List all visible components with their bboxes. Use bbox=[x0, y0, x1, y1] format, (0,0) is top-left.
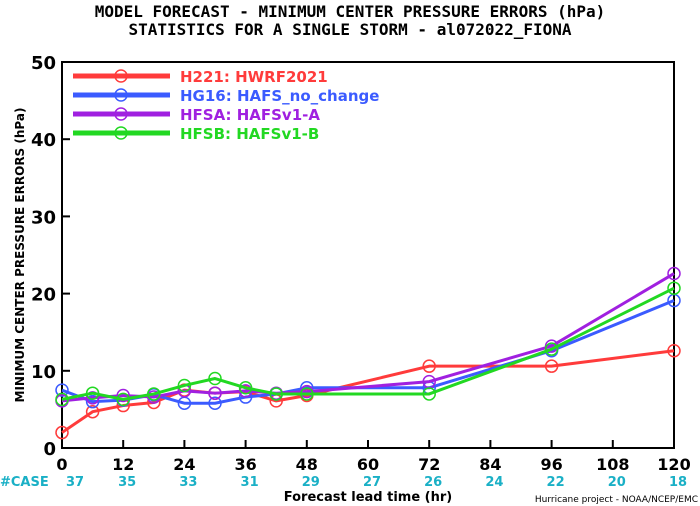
legend-label: HG16: HAFS_no_change bbox=[180, 87, 379, 105]
data-point bbox=[85, 394, 100, 409]
case-count: 31 bbox=[241, 475, 259, 490]
legend-marker bbox=[114, 69, 128, 83]
data-point bbox=[55, 425, 69, 440]
data-point bbox=[300, 387, 314, 401]
legend-marker bbox=[114, 126, 128, 140]
x-tick-label: 24 bbox=[173, 455, 195, 474]
legend-label: HFSA: HAFSv1-A bbox=[180, 106, 320, 124]
data-point bbox=[177, 378, 192, 393]
y-tick-label: 0 bbox=[43, 439, 56, 460]
case-count: 29 bbox=[302, 475, 320, 490]
case-count: 33 bbox=[179, 475, 197, 490]
data-point bbox=[422, 387, 436, 401]
y-tick-label: 30 bbox=[31, 207, 56, 228]
data-point bbox=[667, 266, 681, 281]
data-point bbox=[55, 392, 69, 407]
case-counts: 37 35 33 31 29 27 26 24 22 20 18 bbox=[66, 475, 687, 490]
series-line bbox=[61, 286, 675, 401]
case-count: 20 bbox=[608, 475, 626, 490]
plot-series bbox=[55, 266, 681, 440]
case-count: 24 bbox=[485, 475, 503, 490]
y-tick-label: 50 bbox=[31, 53, 56, 74]
case-count: 18 bbox=[669, 475, 687, 490]
data-point bbox=[208, 386, 222, 400]
legend-label: H221: HWRF2021 bbox=[180, 68, 328, 86]
data-point bbox=[544, 342, 559, 356]
y-axis: 0 10 20 30 40 50 bbox=[31, 53, 70, 460]
data-point bbox=[667, 343, 681, 358]
x-axis-label: Forecast lead time (hr) bbox=[284, 490, 452, 505]
data-point bbox=[116, 388, 130, 403]
x-tick-label: 60 bbox=[357, 455, 379, 474]
data-point bbox=[544, 359, 559, 373]
x-tick-label: 48 bbox=[296, 455, 318, 474]
case-count: 22 bbox=[547, 475, 565, 490]
case-count: 35 bbox=[118, 475, 136, 490]
data-point bbox=[667, 281, 681, 295]
case-count: 37 bbox=[66, 475, 84, 490]
legend-marker bbox=[114, 88, 128, 102]
x-tick-label: 96 bbox=[540, 455, 562, 474]
y-tick-label: 20 bbox=[31, 285, 56, 306]
y-tick-label: 40 bbox=[31, 130, 56, 151]
x-tick-label: 108 bbox=[596, 455, 629, 474]
data-point bbox=[85, 404, 100, 419]
data-point bbox=[208, 371, 222, 386]
x-tick-label: 0 bbox=[56, 455, 67, 474]
y-tick-label: 10 bbox=[31, 362, 56, 383]
case-count: 26 bbox=[424, 475, 442, 490]
data-point bbox=[116, 392, 130, 407]
x-tick-label: 72 bbox=[418, 455, 440, 474]
data-point bbox=[208, 396, 222, 410]
data-point bbox=[238, 381, 253, 395]
data-point bbox=[55, 383, 69, 397]
x-axis: 0 12 24 36 48 60 72 84 96 108 120 bbox=[56, 440, 691, 474]
chart-subtitle: STATISTICS FOR A SINGLE STORM - al072022… bbox=[128, 20, 571, 39]
y-axis-label: MINIMUM CENTER PRESSURE ERRORS (hPa) bbox=[13, 108, 27, 403]
case-count: 27 bbox=[363, 475, 381, 490]
legend-marker bbox=[114, 107, 128, 121]
data-point bbox=[269, 387, 283, 401]
plot-frame bbox=[61, 61, 675, 449]
data-point bbox=[422, 359, 436, 373]
x-tick-label: 36 bbox=[234, 455, 256, 474]
legend-label: HFSB: HAFSv1-B bbox=[180, 125, 319, 143]
data-point bbox=[147, 387, 161, 401]
series-line bbox=[61, 299, 675, 405]
credit-text: Hurricane project - NOAA/NCEP/EMC bbox=[535, 495, 698, 505]
chart-title: MODEL FORECAST - MINIMUM CENTER PRESSURE… bbox=[95, 2, 606, 21]
data-point bbox=[85, 386, 100, 400]
case-label: #CASE bbox=[0, 475, 49, 490]
x-tick-label: 12 bbox=[112, 455, 134, 474]
x-tick-label: 120 bbox=[657, 455, 690, 474]
x-tick-label: 84 bbox=[479, 455, 501, 474]
